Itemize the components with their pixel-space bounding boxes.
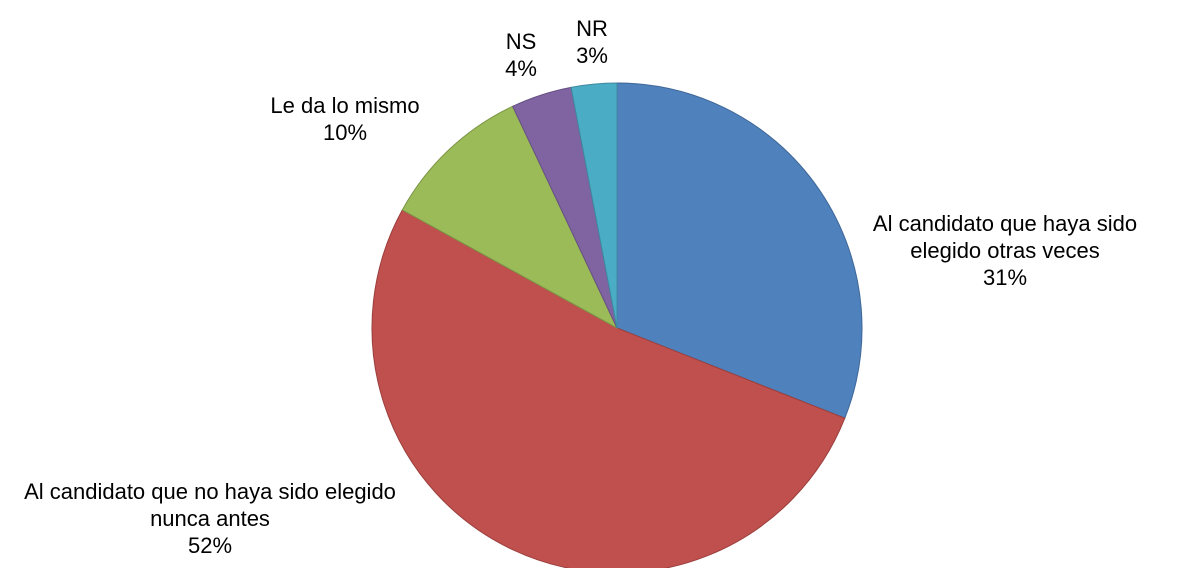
- category-label: Al candidato que haya sido elegido otras…: [872, 211, 1138, 263]
- category-label: Le da lo mismo: [270, 93, 420, 118]
- data-label: Al candidato que haya sido elegido otras…: [835, 210, 1175, 291]
- data-label: Al candidato que no haya sido elegido nu…: [10, 478, 410, 559]
- data-label: NS 4%: [481, 28, 561, 82]
- value-label: 4%: [505, 56, 537, 81]
- value-label: 52%: [187, 533, 233, 558]
- data-label: NR 3%: [552, 15, 632, 69]
- value-label: 10%: [322, 120, 368, 145]
- category-label: Al candidato que no haya sido elegido nu…: [24, 479, 396, 531]
- category-label: NR: [576, 16, 608, 41]
- value-label: 31%: [982, 265, 1028, 290]
- value-label: 3%: [576, 43, 608, 68]
- data-label: Le da lo mismo 10%: [235, 92, 455, 146]
- pie-slice: [401, 105, 619, 330]
- pie-slice: [616, 82, 863, 419]
- pie-slice: [570, 82, 618, 329]
- pie-slice: [371, 209, 846, 568]
- category-label: NS: [505, 29, 537, 54]
